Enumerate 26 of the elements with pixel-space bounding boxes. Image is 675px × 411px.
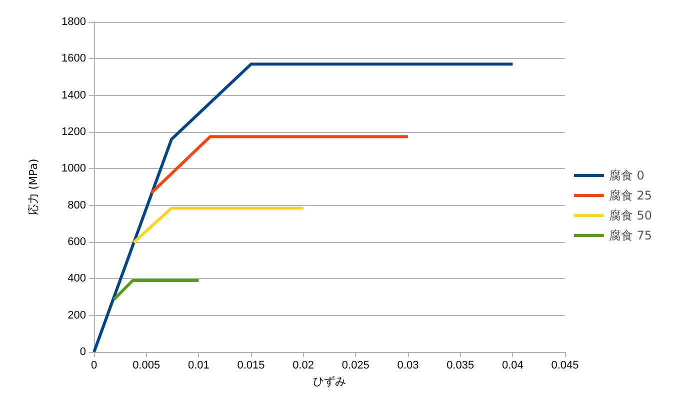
legend-label: 腐食 25 xyxy=(608,188,652,202)
y-axis-title: 応力 (MPa) xyxy=(27,158,40,216)
y-tick-label: 1000 xyxy=(62,162,86,175)
x-axis-title: ひずみ xyxy=(313,374,346,388)
x-tick-label: 0 xyxy=(90,360,98,372)
x-tick-label: 0.015 xyxy=(237,360,265,372)
y-tick-label: 1400 xyxy=(62,89,86,102)
x-tick-label: 0.005 xyxy=(132,360,160,372)
y-tick-label: 200 xyxy=(68,309,86,322)
legend-label: 腐食 75 xyxy=(608,228,652,242)
y-tick-label: 400 xyxy=(68,272,86,285)
y-tick-label: 1600 xyxy=(62,52,86,65)
x-tick-label: 0.035 xyxy=(446,360,474,372)
x-tick-label: 0.025 xyxy=(342,360,370,372)
legend-label: 腐食 50 xyxy=(608,208,652,222)
x-tick-label: 0.01 xyxy=(188,360,210,372)
x-tick-label: 0.02 xyxy=(292,360,314,372)
legend-label: 腐食 0 xyxy=(608,168,644,182)
y-tick-label: 600 xyxy=(68,236,86,248)
x-tick-label: 0.045 xyxy=(551,360,579,372)
x-tick-label: 0.03 xyxy=(397,360,419,372)
y-tick-label: 1200 xyxy=(62,126,86,138)
y-tick-label: 800 xyxy=(68,199,86,212)
y-tick-label: 0 xyxy=(80,346,86,358)
y-tick-label: 1800 xyxy=(62,16,86,28)
x-tick-label: 0.04 xyxy=(502,360,524,372)
